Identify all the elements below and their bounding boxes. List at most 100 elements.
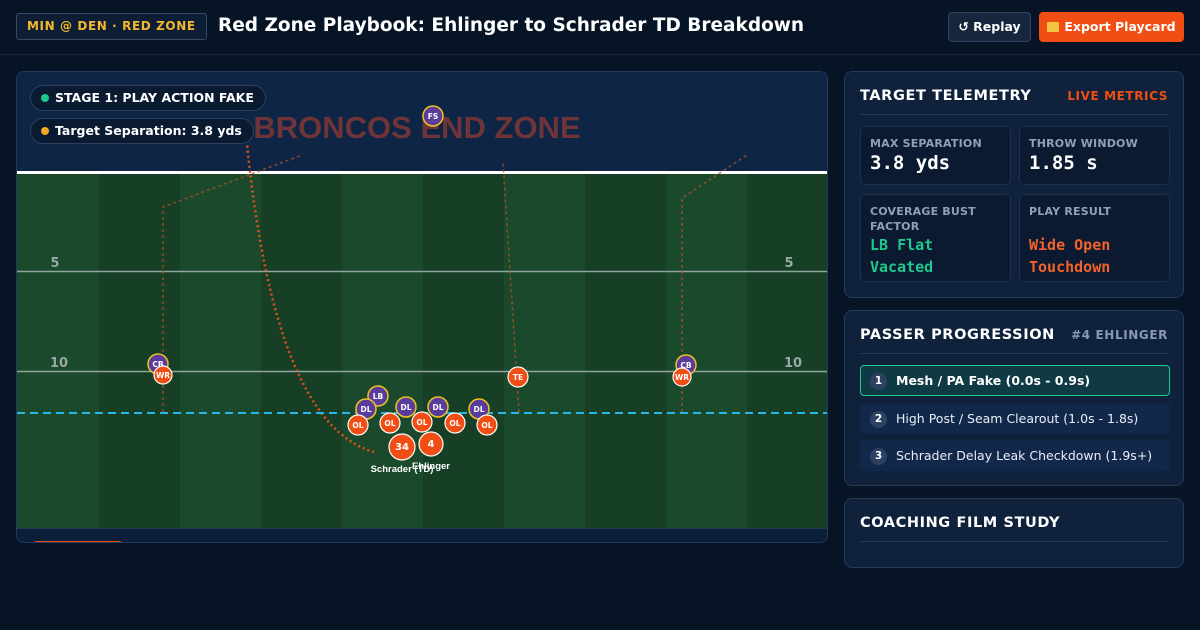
quarterback-tag: #4 EHLINGER [1071,328,1168,342]
yard-number: 5 [784,256,793,271]
ehlinger-marker[interactable]: 4 [418,431,444,457]
player-circle [418,431,444,457]
player-marker-label: OL [384,419,395,428]
separation-indicator: Target Separation: 3.8 yds [30,118,254,144]
player-marker-label: DL [473,405,484,414]
export-label: Export Playcard [1064,19,1176,34]
player-marker-label: 34 [395,442,409,453]
footer-control[interactable] [33,541,123,542]
card-header: TARGET TELEMETRY LIVE METRICS [860,88,1168,115]
step-number: 2 [870,411,887,428]
stage-dot [41,94,49,102]
defensive-lineman-marker[interactable]: DL [427,396,449,418]
offensive-lineman-marker[interactable]: OL [411,411,433,433]
offensive-lineman-marker[interactable]: OL [476,414,498,436]
ehlinger-name-label: Ehlinger [412,461,450,472]
export-icon [1047,22,1060,32]
player-circle [444,412,466,434]
yard-number: 5 [50,256,59,271]
player-marker-label: WR [156,371,170,380]
route-left-wr [162,154,303,412]
card-title: COACHING FILM STUDY [860,515,1061,531]
free-safety-marker[interactable]: FS [422,105,444,127]
stage-label: STAGE 1: PLAY ACTION FAKE [55,90,254,105]
end-zone-label: BRONCOS END ZONE [253,110,580,145]
player-marker-label: OL [416,418,427,427]
tight-end-marker[interactable]: TE [507,366,529,388]
player-marker-label: OL [449,419,460,428]
field-diagram: BRONCOS END ZONE 5 5 10 10 FS CB CB WR WR TE L… [17,72,827,528]
route-schrader [245,143,375,454]
player-circle [672,367,692,387]
live-metrics-tag: LIVE METRICS [1067,89,1168,103]
card-header: PASSER PROGRESSION #4 EHLINGER [860,327,1168,354]
metric-label: MAX SEPARATION [870,137,982,150]
metric-value: Wide Open Touchdown [1029,236,1111,276]
schrader-name-label: Schrader (TD) [371,464,434,475]
progression-step-3[interactable]: 3 Schrader Delay Leak Checkdown (1.9s+) [860,440,1170,471]
route-right-wr [681,154,748,412]
player-marker-label: 4 [428,439,435,450]
player-circle [422,105,444,127]
yard-number: 10 [50,356,68,371]
card-title: TARGET TELEMETRY [860,88,1032,104]
metric-label: THROW WINDOW [1029,137,1138,150]
metric-value: 3.8 yds [870,152,951,174]
step-label: High Post / Seam Clearout (1.0s - 1.8s) [896,411,1139,426]
separation-label: Target Separation: 3.8 yds [55,123,242,138]
step-label: Schrader Delay Leak Checkdown (1.9s+) [896,448,1153,463]
passer-progression-card: PASSER PROGRESSION #4 EHLINGER 1 Mesh / … [844,310,1184,486]
player-circle [507,366,529,388]
player-marker-label: OL [352,421,363,430]
replay-button[interactable]: ↺ Replay [948,12,1031,42]
player-circle [411,411,433,433]
metric-coverage-bust: COVERAGE BUST FACTOR LB Flat Vacated [860,194,1011,282]
player-marker-label: OL [481,421,492,430]
stage-indicator: STAGE 1: PLAY ACTION FAKE [30,85,266,111]
player-marker-label: LB [373,392,384,401]
player-circle [388,433,416,461]
progression-step-1[interactable]: 1 Mesh / PA Fake (0.0s - 0.9s) [860,365,1170,396]
export-playcard-button[interactable]: Export Playcard [1039,12,1184,42]
player-marker-label: TE [513,373,523,382]
player-circle [379,412,401,434]
card-header: COACHING FILM STUDY [860,515,1168,542]
top-bar: MIN @ DEN · RED ZONE Red Zone Playbook: … [0,0,1200,55]
yard-number: 10 [784,356,802,371]
metric-value: LB Flat Vacated [870,236,934,276]
player-circle [347,414,369,436]
field-footer [17,528,827,542]
wide-receiver-marker[interactable]: WR [672,367,692,387]
player-circle [153,365,173,385]
offensive-lineman-marker[interactable]: OL [347,414,369,436]
metric-label: COVERAGE BUST FACTOR [870,205,976,233]
metric-play-result: PLAY RESULT Wide Open Touchdown [1019,194,1170,282]
schrader-marker[interactable]: 34 [388,433,416,461]
separation-dot [41,127,49,135]
player-marker-label: DL [360,405,371,414]
player-marker-label: WR [675,373,689,382]
player-circle [395,396,417,418]
progression-step-2[interactable]: 2 High Post / Seam Clearout (1.0s - 1.8s… [860,403,1170,434]
player-marker-label: CB [152,360,164,369]
page-title: Red Zone Playbook: Ehlinger to Schrader … [218,15,805,36]
game-situation-badge: MIN @ DEN · RED ZONE [16,13,207,40]
coaching-film-study-card: COACHING FILM STUDY [844,498,1184,568]
metric-label: PLAY RESULT [1029,205,1112,218]
offensive-lineman-marker[interactable]: OL [379,412,401,434]
player-marker-label: DL [400,403,411,412]
card-title: PASSER PROGRESSION [860,327,1055,343]
field-diagram-panel: BRONCOS END ZONE 5 5 10 10 FS CB CB WR WR TE L… [16,71,828,543]
player-circle [427,396,449,418]
player-circle [476,414,498,436]
player-marker-label: FS [428,112,439,121]
metric-value: 1.85 s [1029,152,1098,174]
defensive-lineman-marker[interactable]: DL [395,396,417,418]
wide-receiver-marker[interactable]: WR [153,365,173,385]
player-marker-label: DL [432,403,443,412]
metric-max-separation: MAX SEPARATION 3.8 yds [860,126,1011,185]
step-number: 1 [870,373,887,390]
target-telemetry-card: TARGET TELEMETRY LIVE METRICS MAX SEPARA… [844,71,1184,298]
player-marker-label: CB [680,361,692,370]
offensive-lineman-marker[interactable]: OL [444,412,466,434]
